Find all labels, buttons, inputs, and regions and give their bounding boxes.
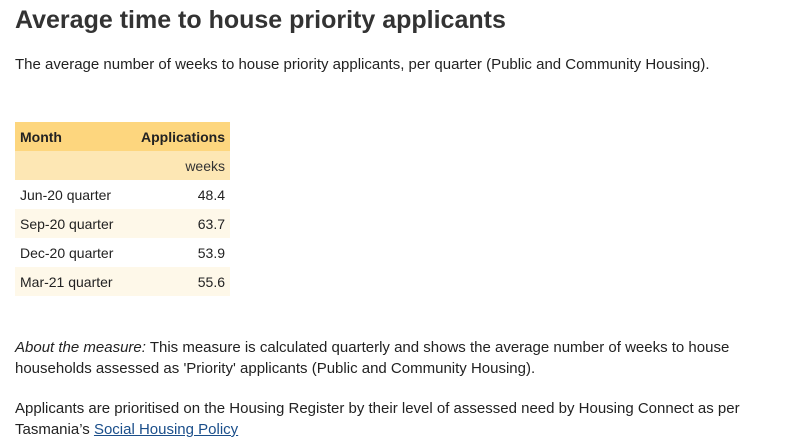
row-month: Dec-20 quarter — [20, 244, 114, 261]
row-value: 48.4 — [197, 186, 225, 203]
row-month: Jun-20 quarter — [20, 186, 112, 203]
applicants-text: Applicants are prioritised on the Housin… — [15, 400, 740, 438]
row-value: 63.7 — [197, 215, 225, 232]
table-header-row: Month Applications — [15, 122, 230, 151]
social-housing-policy-link[interactable]: Social Housing Policy — [93, 421, 239, 438]
unit-label: weeks — [185, 157, 225, 174]
row-month: Sep-20 quarter — [20, 215, 114, 232]
table-row: Jun-20 quarter 48.4 — [15, 180, 230, 209]
column-header-applications: Applications — [140, 128, 225, 145]
row-value: 53.9 — [197, 244, 225, 261]
table-row: Mar-21 quarter 55.6 — [15, 267, 230, 296]
table-row: Sep-20 quarter 63.7 — [15, 209, 230, 238]
column-header-month: Month — [20, 128, 62, 145]
page-subtitle: The average number of weeks to house pri… — [15, 56, 710, 73]
about-measure-text: This measure is calculated quarterly and… — [15, 339, 730, 377]
row-month: Mar-21 quarter — [20, 273, 113, 290]
table-row: Dec-20 quarter 53.9 — [15, 238, 230, 267]
data-table: Month Applications weeks Jun-20 quarter … — [15, 122, 230, 296]
page-title: Average time to house priority applicant… — [15, 6, 506, 34]
row-value: 55.6 — [197, 273, 225, 290]
about-measure-paragraph: About the measure: This measure is calcu… — [15, 337, 790, 379]
unit-cell-empty — [15, 151, 128, 180]
table-unit-row: weeks — [15, 151, 230, 180]
applicants-paragraph: Applicants are prioritised on the Housin… — [15, 398, 790, 440]
about-measure-label: About the measure: — [15, 339, 146, 356]
